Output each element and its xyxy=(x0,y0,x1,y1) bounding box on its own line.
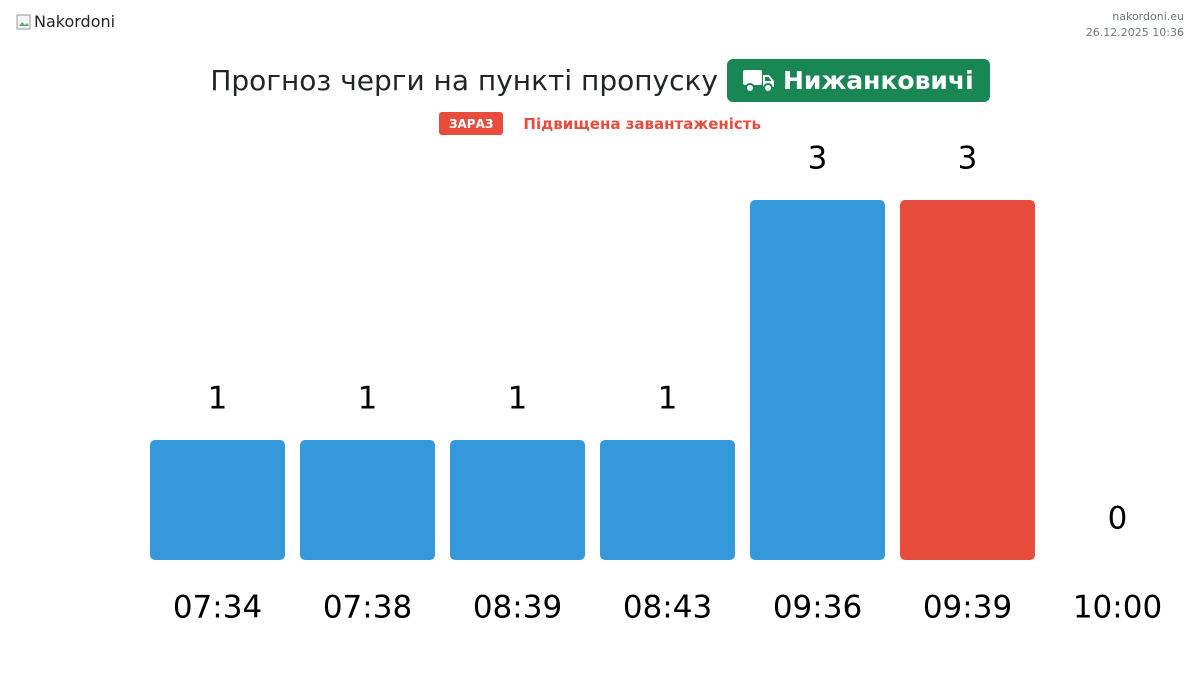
x-tick-label: 09:36 xyxy=(773,590,862,626)
bar xyxy=(150,440,285,560)
value-label: 1 xyxy=(208,381,228,417)
meta: nakordoni.eu 26.12.2025 10:36 xyxy=(1086,9,1184,41)
truck-icon xyxy=(742,69,774,93)
chart-title: Прогноз черги на пункті пропуску xyxy=(210,64,718,97)
checkpoint-button[interactable]: Нижанковичі xyxy=(726,59,990,102)
checkpoint-name: Нижанковичі xyxy=(782,66,974,95)
bar xyxy=(750,200,885,560)
datetime: 26.12.2025 10:36 xyxy=(1085,26,1184,39)
status: Підвищена завантаженість xyxy=(523,114,761,133)
value-label: 0 xyxy=(1108,501,1128,537)
x-tick-label: 08:43 xyxy=(623,590,712,626)
x-tick-label: 07:38 xyxy=(323,590,412,626)
bar xyxy=(300,440,435,560)
x-tick-label: 10:00 xyxy=(1073,590,1162,626)
status-row: ЗАРАЗ Підвищена завантаженість xyxy=(0,112,1200,135)
value-label: 1 xyxy=(658,381,678,417)
badge: ЗАРАЗ xyxy=(438,112,504,135)
bar xyxy=(450,440,585,560)
x-tick-label: 09:39 xyxy=(923,590,1012,626)
value-label: 1 xyxy=(508,381,528,417)
bar xyxy=(900,200,1035,560)
value-label: 3 xyxy=(958,141,978,177)
x-tick-label: 07:34 xyxy=(173,590,262,626)
x-tick-label: 08:39 xyxy=(473,590,562,626)
value-label: 1 xyxy=(358,381,378,417)
value-label: 3 xyxy=(808,141,828,177)
site[interactable]: nakordoni.eu xyxy=(1112,10,1184,23)
logo[interactable]: Nakordoni xyxy=(16,12,115,31)
logo-alt: Nakordoni xyxy=(34,12,116,31)
title-row: Прогноз черги на пункті пропуску Нижанко… xyxy=(0,59,1200,102)
broken-image-icon xyxy=(16,14,31,29)
bar xyxy=(600,440,735,560)
